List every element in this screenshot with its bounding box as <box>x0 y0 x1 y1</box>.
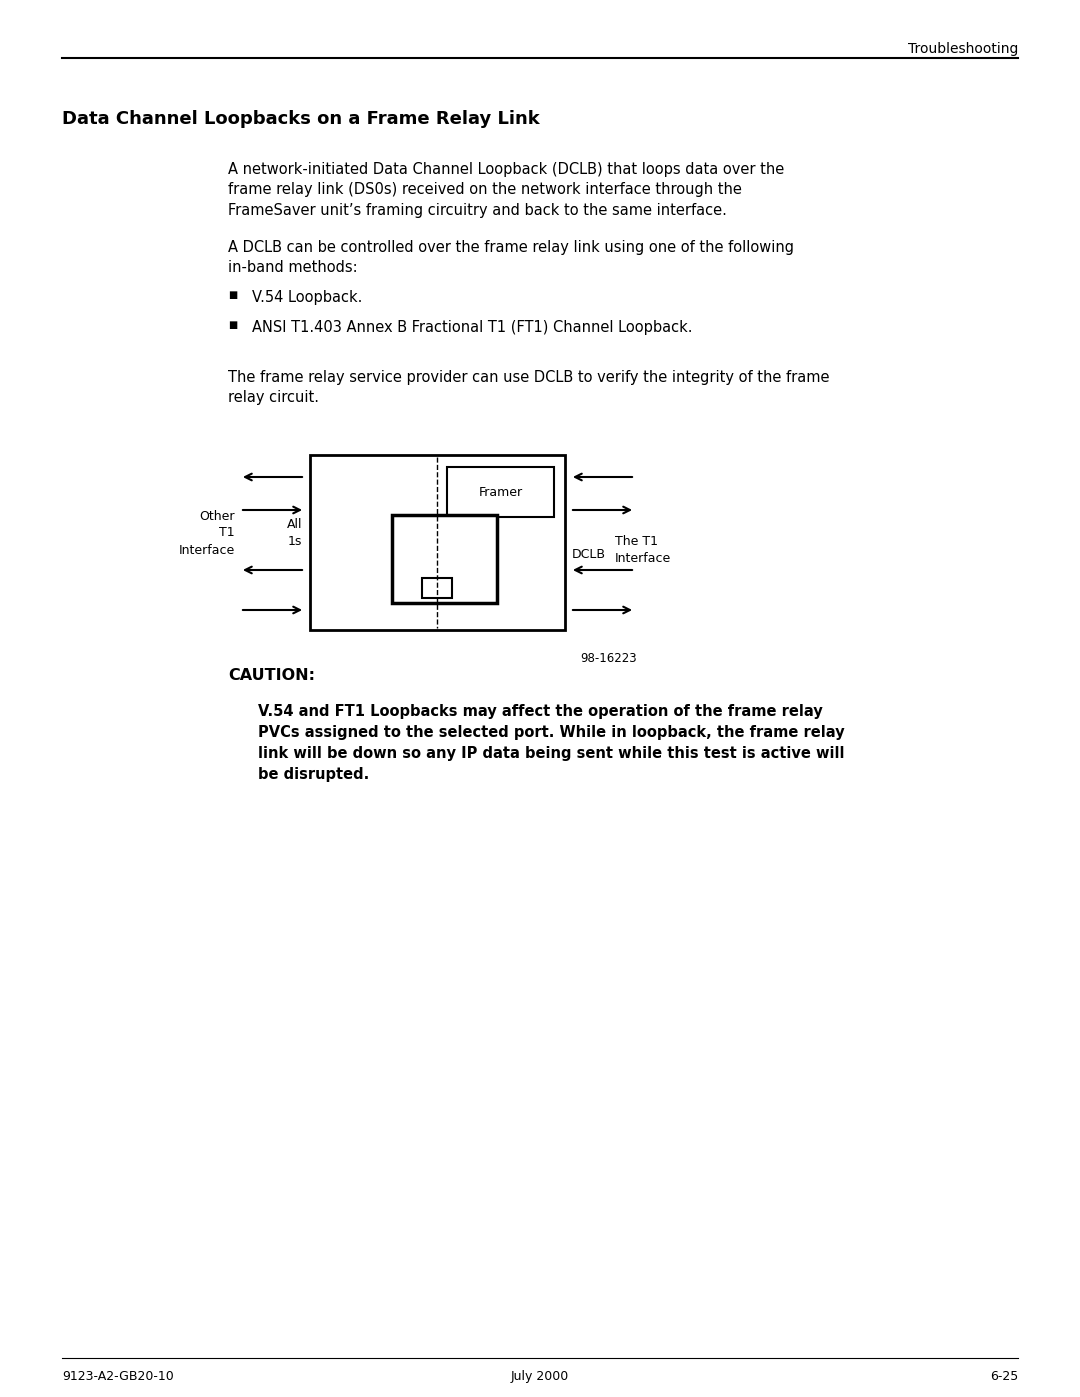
Text: The T1
Interface: The T1 Interface <box>615 535 672 564</box>
Text: ■: ■ <box>228 291 238 300</box>
Text: DCLB: DCLB <box>572 549 606 562</box>
Text: 9123-A2-GB20-10: 9123-A2-GB20-10 <box>62 1370 174 1383</box>
Text: All
1s: All 1s <box>286 518 302 548</box>
Text: Framer: Framer <box>478 486 523 499</box>
Bar <box>392 515 497 604</box>
Text: 6-25: 6-25 <box>989 1370 1018 1383</box>
Text: 98-16223: 98-16223 <box>580 652 636 665</box>
Bar <box>447 467 554 517</box>
Text: A DCLB can be controlled over the frame relay link using one of the following
in: A DCLB can be controlled over the frame … <box>228 240 794 275</box>
Text: July 2000: July 2000 <box>511 1370 569 1383</box>
Bar <box>310 455 565 630</box>
Text: A network-initiated Data Channel Loopback (DCLB) that loops data over the
frame : A network-initiated Data Channel Loopbac… <box>228 162 784 218</box>
Text: Data Channel Loopbacks on a Frame Relay Link: Data Channel Loopbacks on a Frame Relay … <box>62 110 540 129</box>
Bar <box>422 578 453 598</box>
Text: V.54 Loopback.: V.54 Loopback. <box>252 291 363 305</box>
Text: The frame relay service provider can use DCLB to verify the integrity of the fra: The frame relay service provider can use… <box>228 370 829 405</box>
Text: CAUTION:: CAUTION: <box>228 668 315 683</box>
Text: Other
T1
Interface: Other T1 Interface <box>179 510 235 556</box>
Text: Troubleshooting: Troubleshooting <box>907 42 1018 56</box>
Text: V.54 and FT1 Loopbacks may affect the operation of the frame relay
PVCs assigned: V.54 and FT1 Loopbacks may affect the op… <box>258 704 845 782</box>
Text: ANSI T1.403 Annex B Fractional T1 (FT1) Channel Loopback.: ANSI T1.403 Annex B Fractional T1 (FT1) … <box>252 320 692 335</box>
Text: ■: ■ <box>228 320 238 330</box>
